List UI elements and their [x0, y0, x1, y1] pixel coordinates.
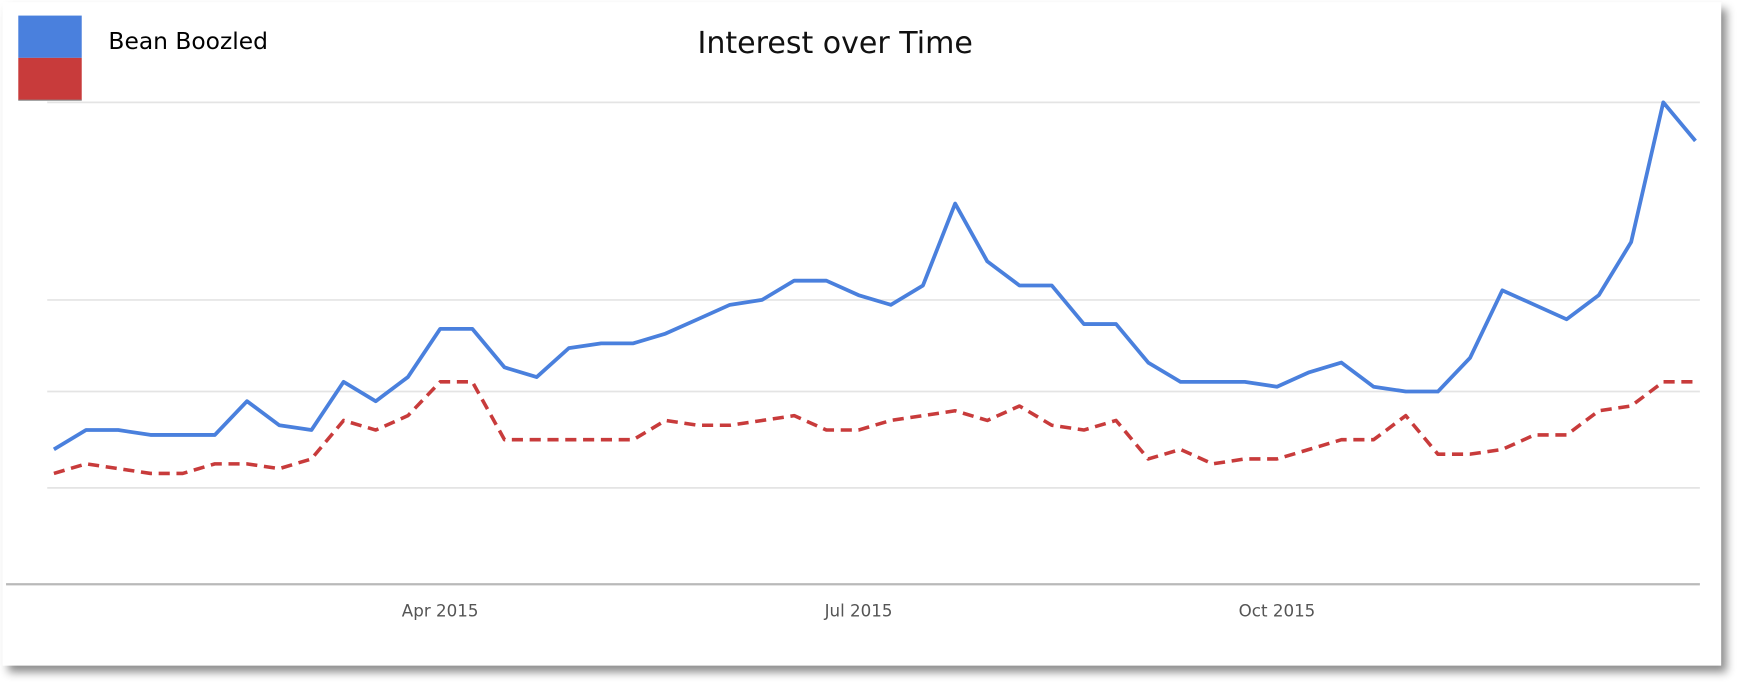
card: [2, 2, 1722, 666]
x-tick-label: Oct 2015: [1239, 602, 1316, 621]
series-line: [52, 100, 1697, 452]
legend: Bean Boozled: [18, 15, 268, 101]
chart-title: Interest over Time: [698, 26, 973, 61]
x-tick-label: Jul 2015: [824, 602, 893, 621]
legend-label: Bean Boozled: [108, 27, 268, 55]
legend-swatch: [18, 15, 82, 58]
legend-swatch: [18, 57, 82, 101]
series-line: [53, 380, 1696, 476]
x-tick-label: Apr 2015: [402, 602, 479, 621]
